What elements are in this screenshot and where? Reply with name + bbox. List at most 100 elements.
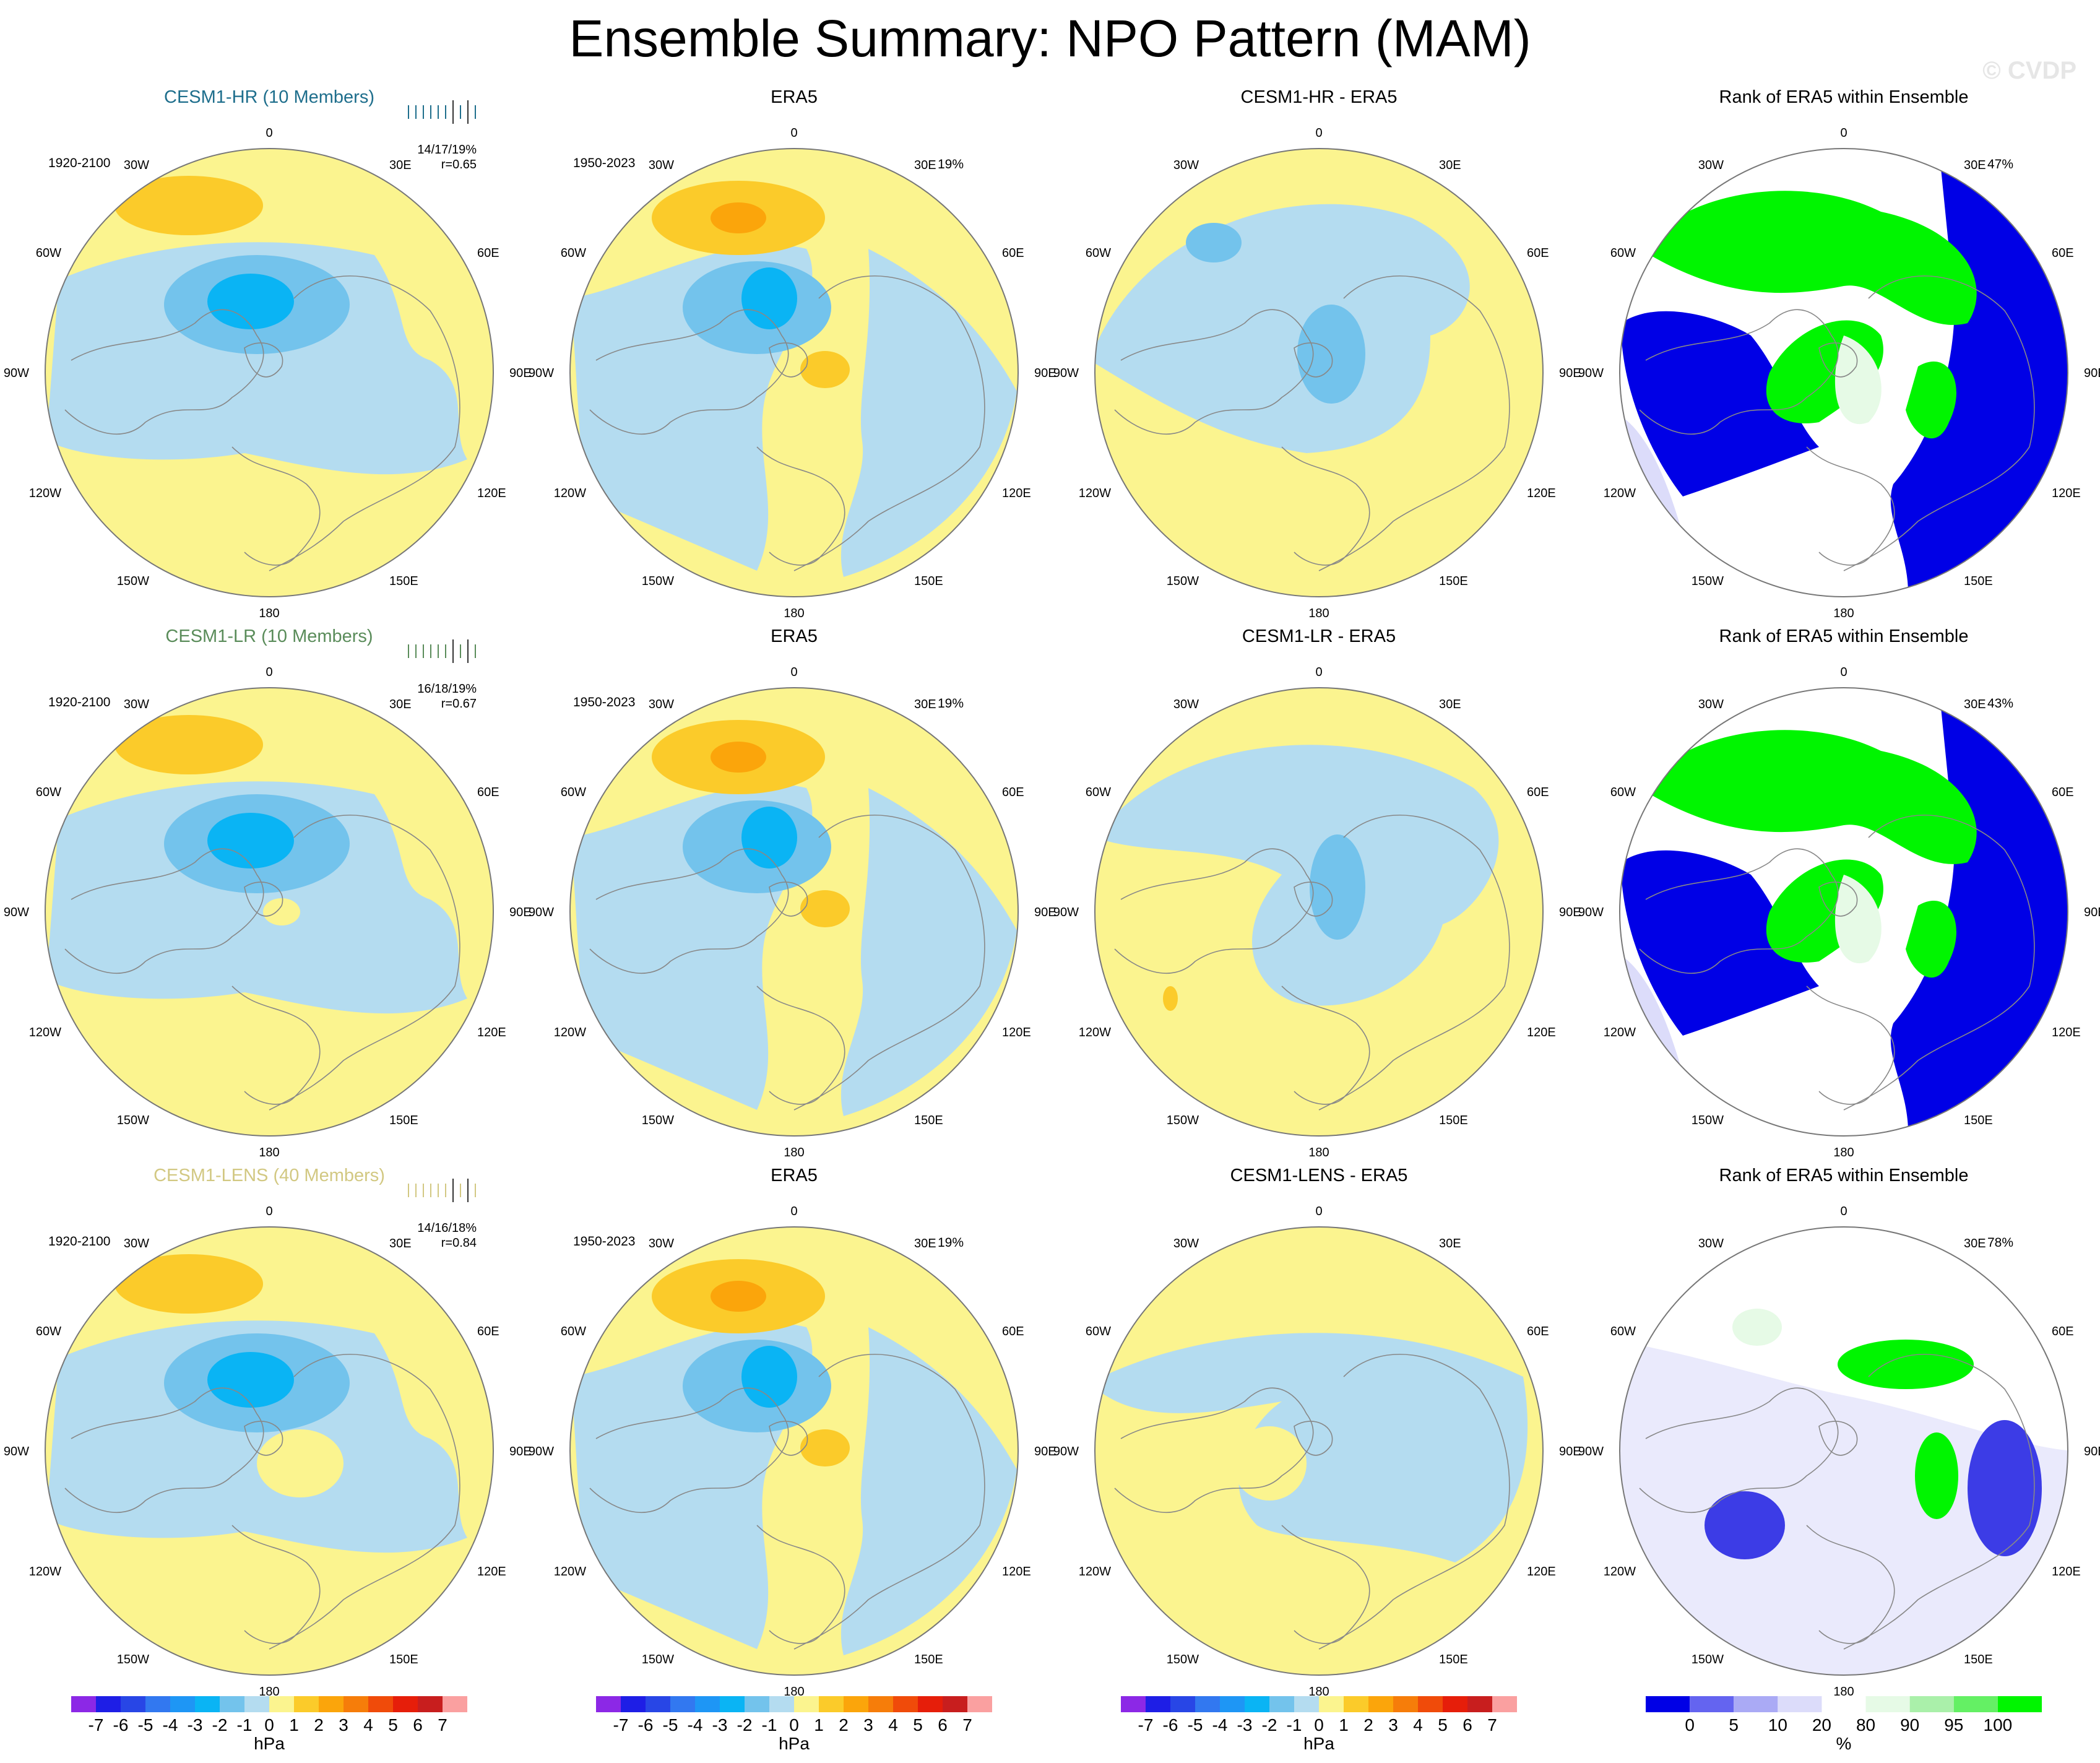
longitude-label: 90W [1053, 906, 1079, 919]
longitude-label: 0 [266, 665, 272, 679]
longitude-label: 90W [1053, 366, 1079, 380]
longitude-label: 30W [124, 158, 149, 172]
percent-label: 47% [1987, 157, 2013, 171]
longitude-label: 30E [1439, 698, 1461, 711]
contour-darkorange [711, 742, 766, 773]
rank-green [1838, 1340, 1974, 1389]
contour-darkorange [711, 202, 766, 233]
longitude-label: 30W [1173, 1237, 1199, 1250]
longitude-label: 150W [1167, 574, 1199, 588]
coastline [244, 882, 283, 917]
longitude-label: 150E [1439, 1653, 1468, 1666]
longitude-label: 150E [389, 574, 418, 588]
rank-green [1906, 901, 1956, 978]
longitude-label: 0 [1840, 665, 1847, 679]
colorbar-swatch [220, 1696, 244, 1712]
contour-lightblue-east [840, 788, 1017, 1116]
longitude-label: 120W [554, 1026, 586, 1039]
longitude-label: 30W [124, 1237, 149, 1250]
colorbar-tick-label: 100 [1984, 1715, 2013, 1735]
longitude-label: 120E [1002, 1565, 1031, 1579]
longitude-label: 60E [2052, 786, 2074, 799]
colorbar-tick-label: 90 [1900, 1715, 1919, 1735]
colorbar-swatch [695, 1696, 720, 1712]
map-disk [570, 1227, 1018, 1675]
coastline [1294, 1421, 1333, 1456]
longitude-label: 90W [1053, 1445, 1079, 1458]
longitude-label: 150W [642, 1114, 674, 1127]
colorbar-unit: hPa [779, 1734, 810, 1753]
colorbar-swatch [918, 1696, 943, 1712]
colorbar-swatch [769, 1696, 794, 1712]
ensemble-tick-strip [408, 1179, 476, 1202]
longitude-label: 60W [1610, 786, 1636, 799]
coastline [1843, 275, 2035, 571]
colorbar-swatch [1344, 1696, 1368, 1712]
stats-label: 14/16/18% [417, 1221, 477, 1235]
percent-label: 78% [1987, 1236, 2013, 1250]
map-border [1094, 687, 1544, 1137]
longitude-label: 60W [36, 1325, 61, 1338]
longitude-label: 90W [1578, 366, 1604, 380]
longitude-label: 90W [4, 366, 29, 380]
coastline [64, 309, 264, 435]
correlation-label: r=0.67 [441, 697, 477, 711]
longitude-label: 30E [389, 698, 412, 711]
correlation-label: r=0.65 [441, 158, 477, 171]
longitude-label: 30W [1698, 158, 1724, 172]
coastline [589, 309, 789, 435]
longitude-label: 0 [266, 1205, 272, 1218]
longitude-label: 120W [1079, 1565, 1111, 1579]
coastline [769, 1421, 808, 1456]
longitude-label: 60E [1527, 1325, 1549, 1338]
longitude-label: 120W [29, 1026, 61, 1039]
rank-green [1640, 730, 1977, 864]
coastline [269, 275, 460, 571]
colorbar-tick-label: 1 [814, 1715, 824, 1735]
colorbar-tick-label: 5 [388, 1715, 398, 1735]
panel-obs: ERA5 180 150E 120E 90E 60E 30E 0 30W 60W 90W 120W 15… [529, 626, 1056, 1159]
longitude-label: 60W [561, 1325, 586, 1338]
coastline [793, 1353, 985, 1650]
panel-title: Rank of ERA5 within Ensemble [1719, 87, 1969, 107]
longitude-label: 180 [259, 607, 279, 620]
colorbar-tick-label: 3 [339, 1715, 348, 1735]
colorbar-swatch [1778, 1696, 1822, 1712]
coastline [231, 985, 321, 1105]
coastline [231, 1525, 321, 1644]
longitude-label: 90E [509, 366, 532, 380]
percent-label: 19% [938, 696, 964, 711]
longitude-label: 120E [1527, 1026, 1556, 1039]
longitude-label: 150E [1964, 1114, 1993, 1127]
map-disk [1095, 149, 1543, 597]
colorbar-swatch [1821, 1696, 1866, 1712]
longitude-label: 180 [1833, 1146, 1854, 1159]
panel-title: CESM1-HR (10 Members) [164, 87, 374, 107]
rank-green [1906, 362, 1956, 439]
longitude-label: 150E [1964, 1653, 1993, 1666]
contour-orange-spot [1163, 986, 1178, 1011]
longitude-label: 180 [1308, 607, 1329, 620]
longitude-label: 180 [259, 1685, 279, 1699]
coastline [769, 342, 808, 378]
longitude-label: 150W [1692, 1653, 1724, 1666]
panel-title: CESM1-LR (10 Members) [165, 626, 373, 646]
longitude-label: 30E [389, 158, 412, 172]
colorbar-tick-label: -3 [1237, 1715, 1253, 1735]
coastline [1294, 342, 1333, 378]
colorbar-tick-label: -1 [762, 1715, 777, 1735]
longitude-label: 150W [1167, 1653, 1199, 1666]
longitude-label: 90E [509, 1445, 532, 1458]
colorbar-tick-label: 4 [888, 1715, 898, 1735]
percent-label: 43% [1987, 696, 2013, 711]
longitude-label: 60E [477, 1325, 499, 1338]
panel-title: ERA5 [771, 87, 818, 107]
coastline [64, 848, 264, 974]
colorbar-swatch [967, 1696, 992, 1712]
longitude-label: 150W [642, 1653, 674, 1666]
longitude-label: 150W [117, 1114, 149, 1127]
coastline [1318, 275, 1510, 571]
longitude-label: 30W [1173, 698, 1199, 711]
longitude-label: 90E [509, 906, 532, 919]
contour-lightblue-east [840, 249, 1017, 577]
